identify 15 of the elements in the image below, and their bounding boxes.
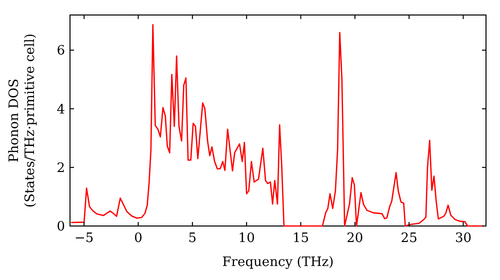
x-tick-label: −5 xyxy=(74,231,94,246)
x-tick-label: 20 xyxy=(346,231,364,246)
y-axis-title: Phonon DOS (States/THz·primitive cell) xyxy=(7,33,38,208)
line-series xyxy=(70,24,484,227)
x-tick-label: 10 xyxy=(238,231,255,246)
x-tick-label: 15 xyxy=(292,231,310,246)
y-tick-label: 4 xyxy=(56,102,65,118)
x-tick-label: 30 xyxy=(454,231,472,246)
x-tick-label: 25 xyxy=(400,231,418,246)
y-tick-label: 2 xyxy=(56,160,65,176)
y-tick-label: 6 xyxy=(56,44,65,59)
x-tick-label: 0 xyxy=(134,231,142,246)
y-tick-label: 0 xyxy=(56,220,65,234)
x-axis-title: Frequency (THz) xyxy=(222,255,334,270)
x-tick-label: 5 xyxy=(188,231,197,246)
